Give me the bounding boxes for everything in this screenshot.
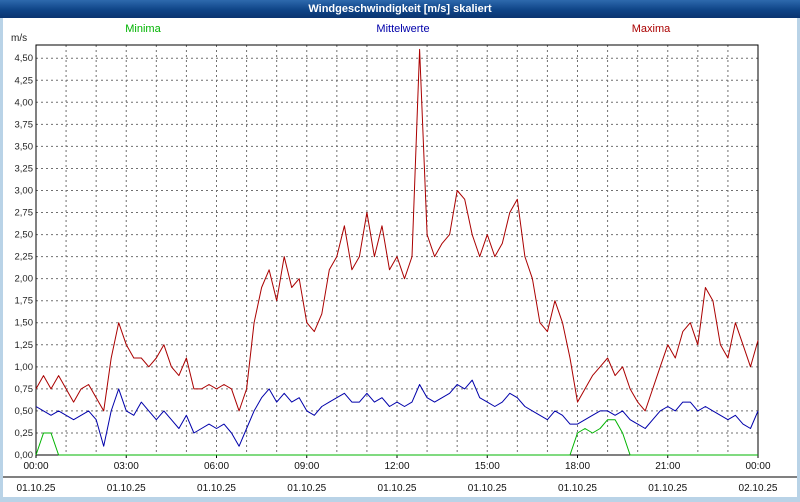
y-tick-label: 1,25 <box>15 340 34 351</box>
x-tick-time: 00:00 <box>23 461 48 472</box>
y-tick-label: 3,25 <box>15 163 34 174</box>
x-tick-date: 01.10.25 <box>468 483 507 494</box>
x-tick-time: 09:00 <box>294 461 319 472</box>
y-tick-label: 3,75 <box>15 119 34 130</box>
y-tick-label: 3,50 <box>15 141 34 152</box>
y-tick-label: 4,50 <box>15 53 34 64</box>
x-tick-date: 01.10.25 <box>197 483 236 494</box>
x-tick-time: 12:00 <box>384 461 409 472</box>
x-tick-date: 01.10.25 <box>17 483 56 494</box>
y-tick-label: 3,00 <box>15 185 34 196</box>
x-tick-date: 01.10.25 <box>558 483 597 494</box>
x-tick-time: 18:00 <box>565 461 590 472</box>
legend-minima: Minima <box>125 23 161 35</box>
y-tick-label: 0,25 <box>15 428 34 439</box>
x-tick-time: 03:00 <box>114 461 139 472</box>
x-tick-date: 01.10.25 <box>287 483 326 494</box>
y-tick-label: 4,25 <box>15 75 34 86</box>
x-tick-time: 15:00 <box>475 461 500 472</box>
window-title: Windgeschwindigkeit [m/s] skaliert <box>308 3 492 15</box>
wind-speed-chart-canvas: Minima Mittelwerte Maximam/s0,000,250,500,… <box>3 23 797 494</box>
legend-mittelwerte: Mittelwerte <box>376 23 429 35</box>
y-tick-label: 2,25 <box>15 252 34 263</box>
x-tick-date: 01.10.25 <box>648 483 687 494</box>
x-axis-tick-labels: 00:00 01.10.25 03:00 01.10.25 06:00 01.10.25 0… <box>17 455 778 494</box>
legend-maxima: Maxima <box>632 23 671 35</box>
series-line-maxima <box>35 48 759 412</box>
y-tick-label: 1,00 <box>15 362 34 373</box>
gridlines <box>36 45 758 455</box>
y-tick-label: 1,50 <box>15 318 34 329</box>
window-title-bar: Windgeschwindigkeit [m/s] skaliert <box>0 0 800 18</box>
chart-legend: Minima Mittelwerte Maxima <box>125 23 671 35</box>
x-tick-time: 21:00 <box>655 461 680 472</box>
y-axis-unit-label: m/s <box>11 33 27 44</box>
series-line-mittelwerte <box>35 379 759 447</box>
y-tick-label: 1,75 <box>15 296 34 307</box>
x-tick-time: 06:00 <box>204 461 229 472</box>
y-tick-label: 2,00 <box>15 274 34 285</box>
series-line-minima <box>35 419 758 456</box>
y-tick-label: 2,50 <box>15 230 34 241</box>
y-tick-label: 2,75 <box>15 208 34 219</box>
y-tick-label: 4,00 <box>15 97 34 108</box>
x-tick-time: 00:00 <box>745 461 770 472</box>
x-tick-date: 01.10.25 <box>378 483 417 494</box>
y-tick-label: 0,50 <box>15 406 34 417</box>
y-axis-tick-labels: 0,00 0,25 0,50 0,75 1,00 1,25 1,50 1,75 2,00 2,25… <box>15 53 34 461</box>
y-tick-label: 0,75 <box>15 384 34 395</box>
x-tick-date: 02.10.25 <box>739 483 778 494</box>
chart-panel: Minima Mittelwerte Maxima m/s 0,00 0,25 0,50 0,… <box>3 18 797 497</box>
y-tick-label: 0,00 <box>15 450 34 461</box>
x-tick-date: 01.10.25 <box>107 483 146 494</box>
